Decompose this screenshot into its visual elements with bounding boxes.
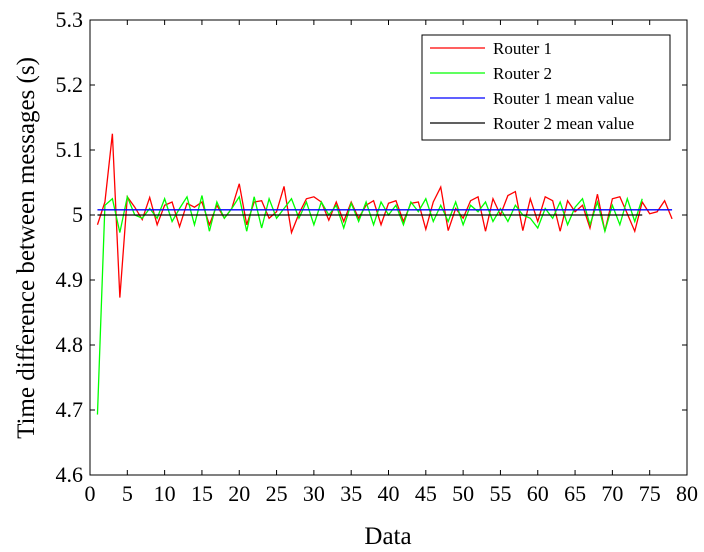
- x-tick-label: 30: [303, 481, 325, 506]
- legend-label-router-2: Router 2: [493, 64, 552, 83]
- legend-label-router-1: Router 1: [493, 39, 552, 58]
- x-tick-label: 35: [340, 481, 362, 506]
- y-tick-label: 5.3: [56, 7, 84, 32]
- x-tick-label: 55: [489, 481, 511, 506]
- x-tick-label: 60: [527, 481, 549, 506]
- x-axis-ticks: 0 5 10 15 20 25 30 35 40 45 50 55 60 65 70 75 80: [85, 20, 698, 506]
- series-layer: [96, 133, 673, 415]
- y-tick-label: 4.7: [56, 397, 84, 422]
- x-tick-label: 75: [639, 481, 661, 506]
- x-tick-label: 70: [601, 481, 623, 506]
- y-tick-label: 4.9: [56, 267, 84, 292]
- y-axis-label: Time difference between messages (s): [13, 57, 40, 439]
- x-tick-label: 65: [564, 481, 586, 506]
- x-axis-label: Data: [364, 523, 411, 550]
- x-tick-label: 25: [266, 481, 288, 506]
- x-tick-label: 50: [452, 481, 474, 506]
- legend: Router 1 Router 2 Router 1 mean value Route…: [421, 34, 671, 141]
- series-line-router-2: [96, 194, 643, 415]
- series-line-router-1: [96, 133, 673, 298]
- y-tick-label: 4.6: [56, 462, 84, 487]
- x-tick-label: 80: [676, 481, 698, 506]
- y-axis-ticks: 4.6 4.7 4.8 4.9 5 5.1 5.2 5.3: [56, 7, 687, 487]
- x-tick-label: 40: [378, 481, 400, 506]
- y-tick-label: 5: [72, 202, 83, 227]
- x-tick-label: 5: [122, 481, 133, 506]
- x-tick-label: 15: [191, 481, 213, 506]
- y-tick-label: 4.8: [56, 332, 84, 357]
- x-tick-label: 45: [415, 481, 437, 506]
- x-tick-label: 10: [154, 481, 176, 506]
- y-tick-label: 5.2: [56, 72, 84, 97]
- y-tick-label: 5.1: [56, 137, 84, 162]
- x-tick-label: 20: [228, 481, 250, 506]
- legend-label-router-2-mean-value: Router 2 mean value: [493, 114, 634, 133]
- legend-label-router-1-mean-value: Router 1 mean value: [493, 89, 634, 108]
- x-tick-label: 0: [85, 481, 96, 506]
